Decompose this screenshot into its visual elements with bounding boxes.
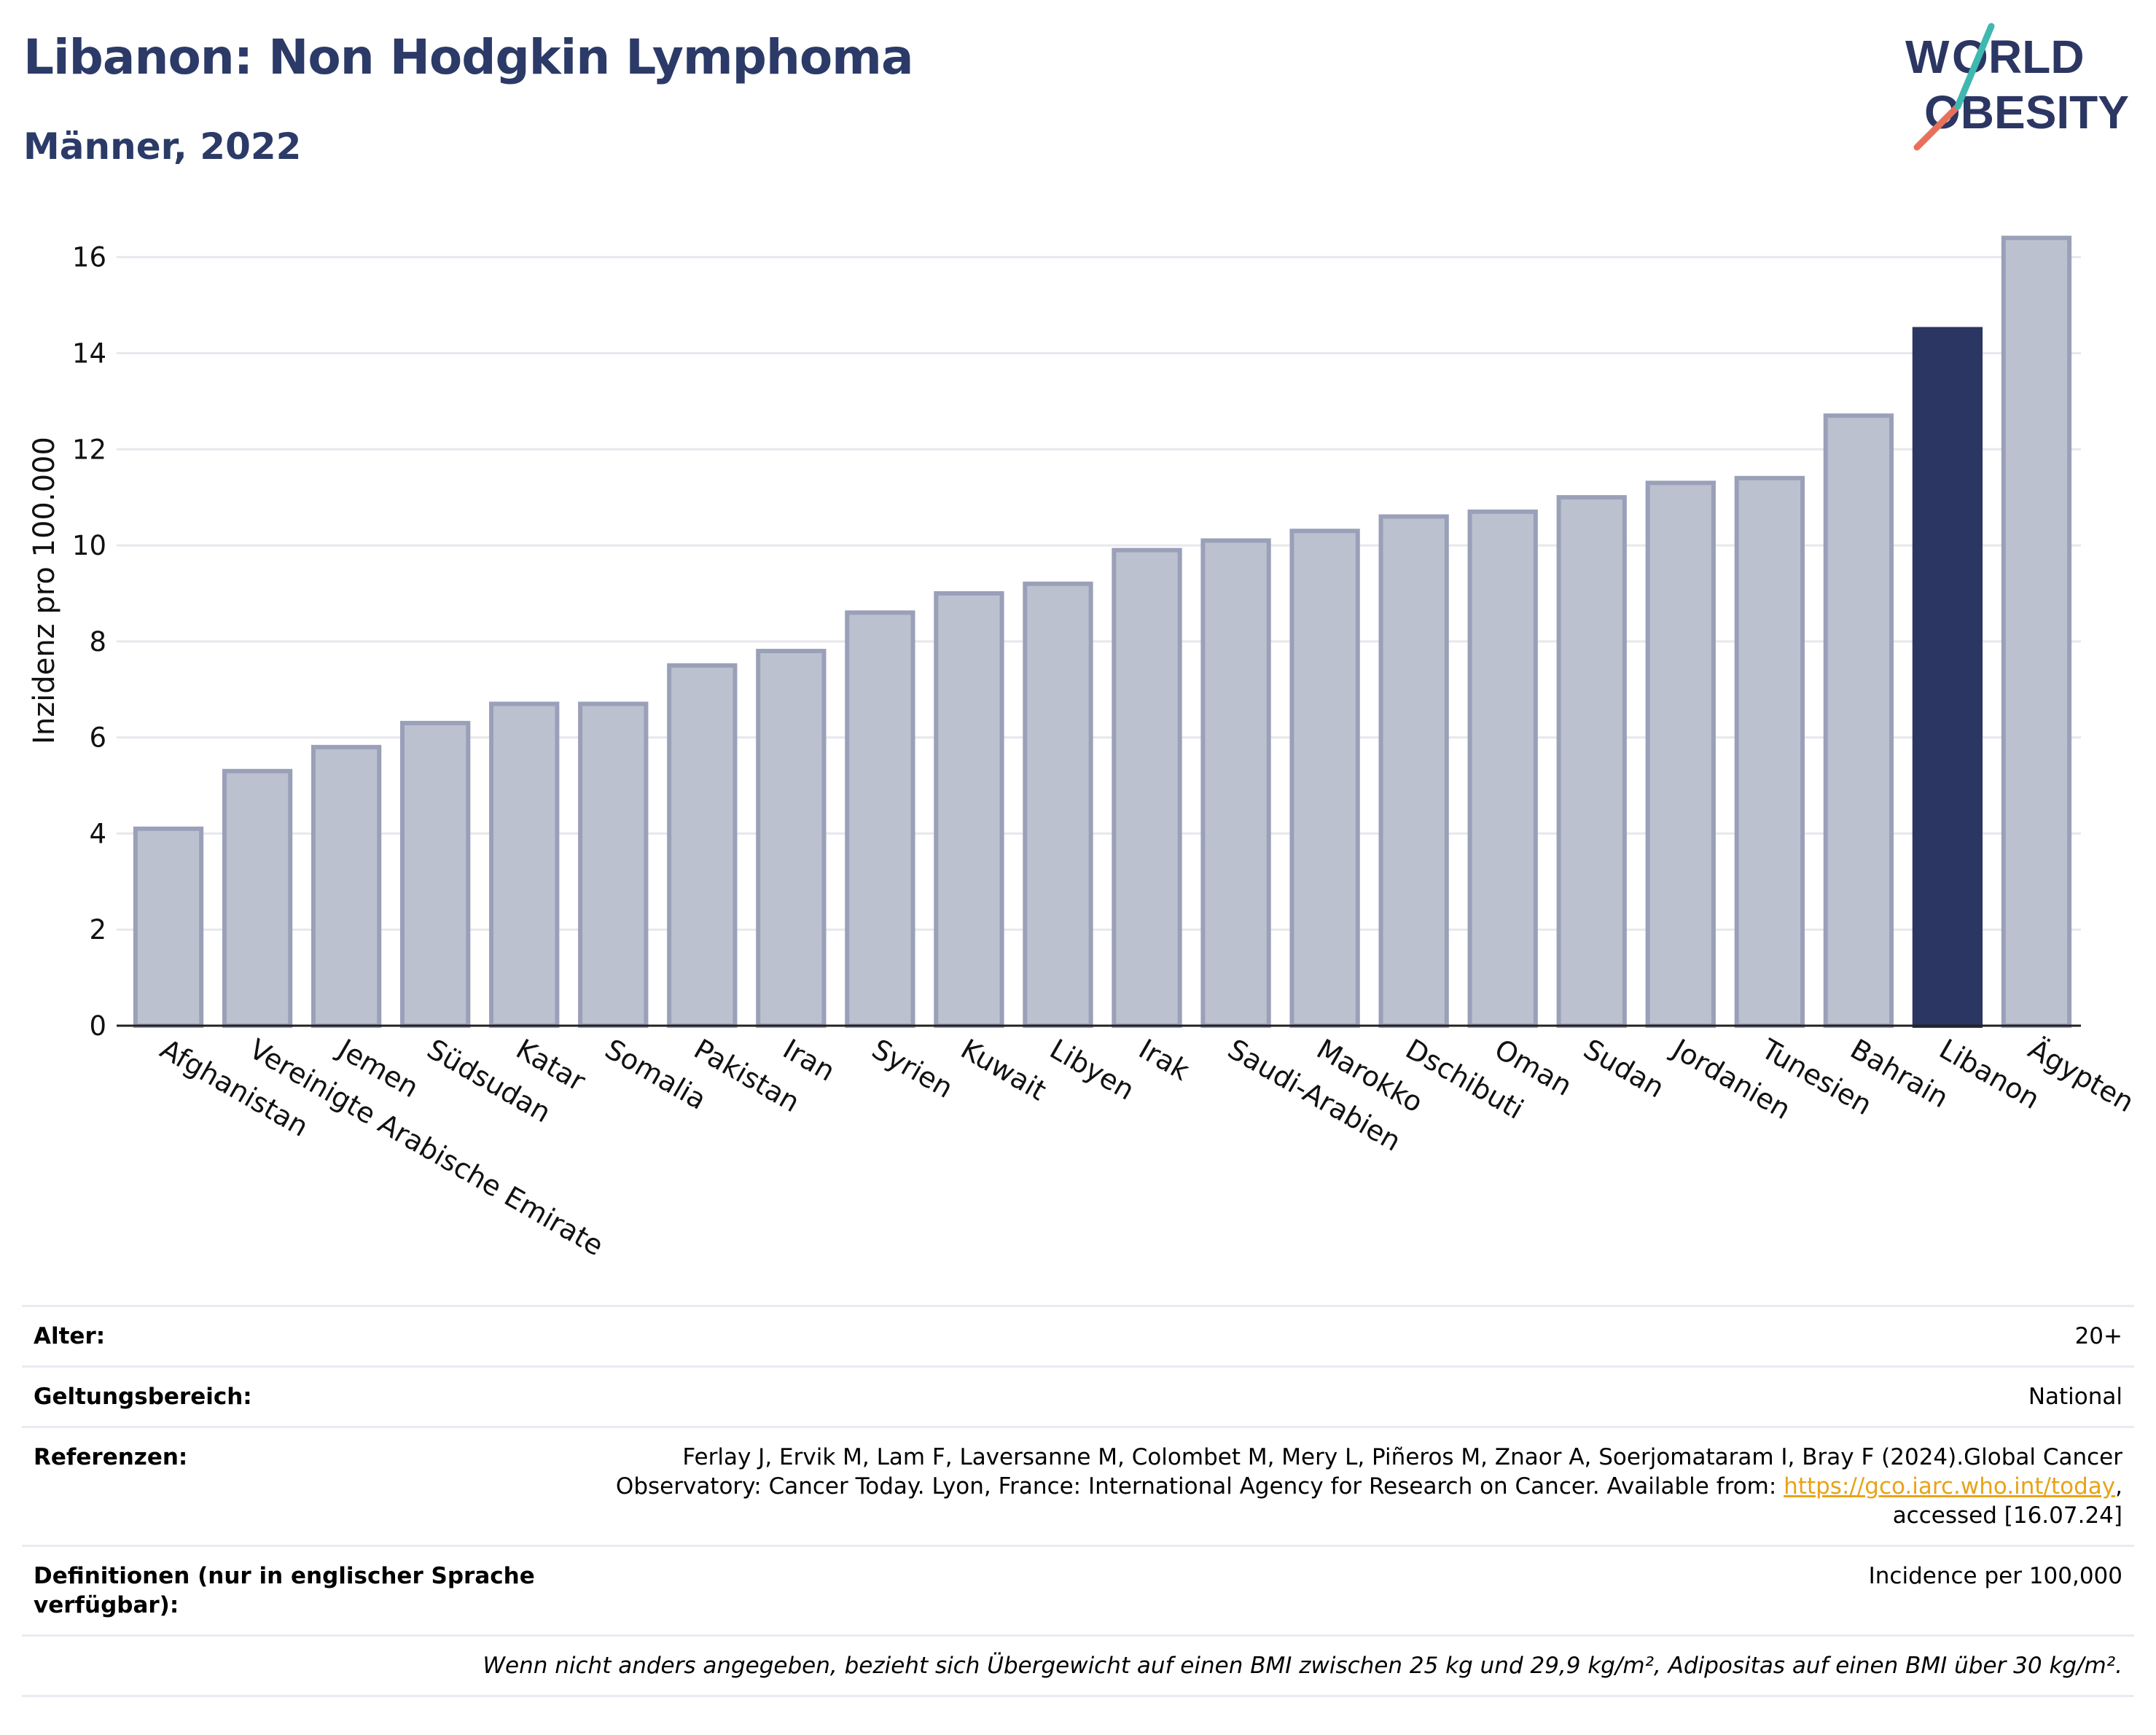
info-row-note: Wenn nicht anders angegeben, bezieht sic…: [22, 1634, 2134, 1697]
definitions-value: Incidence per 100,000: [1868, 1563, 2122, 1589]
references-text: Ferlay J, Ervik M, Lam F, Laversanne M, …: [615, 1444, 2122, 1500]
references-link[interactable]: https://gco.iarc.who.int/today: [1784, 1473, 2116, 1500]
bar-syrien[interactable]: [845, 610, 915, 1028]
bar-bahrain[interactable]: [1823, 413, 1894, 1028]
info-row-age: Alter: 20+: [22, 1305, 2134, 1365]
y-tick-label: 0: [89, 1010, 106, 1042]
info-row-references: Referenzen: Ferlay J, Ervik M, Lam F, La…: [22, 1426, 2134, 1545]
bar-pakistan[interactable]: [667, 663, 738, 1029]
bar-jordanien[interactable]: [1645, 480, 1716, 1028]
x-tick-label: Syrien: [867, 1033, 958, 1104]
x-tick-label: Irak: [1133, 1033, 1195, 1087]
bar-oman[interactable]: [1467, 509, 1538, 1028]
x-tick-label: Somalia: [600, 1033, 712, 1116]
bar-libanon[interactable]: [1912, 327, 1983, 1028]
bar-sudan[interactable]: [1556, 495, 1627, 1028]
y-tick-label: 2: [89, 914, 106, 946]
x-tick-label: Iran: [778, 1033, 840, 1088]
info-row-scope: Geltungsbereich: National: [22, 1365, 2134, 1426]
y-tick-label: 10: [72, 530, 106, 561]
y-tick-label: 8: [89, 626, 106, 658]
x-tick-label: Kuwait: [956, 1033, 1052, 1107]
scope-label: Geltungsbereich:: [34, 1384, 252, 1410]
y-tick-label: 4: [89, 818, 106, 849]
info-row-definitions: Definitionen (nur in englischer Sprache …: [22, 1545, 2134, 1634]
age-label: Alter:: [34, 1323, 106, 1349]
bar-iran[interactable]: [756, 649, 827, 1028]
svg-text:W: W: [1905, 31, 1950, 83]
footnote: Wenn nicht anders angegeben, bezieht sic…: [483, 1653, 2122, 1679]
y-axis-label: Inzidenz pro 100.000: [28, 437, 61, 744]
info-table: Alter: 20+ Geltungsbereich: National Ref…: [22, 1305, 2134, 1697]
page-title: Libanon: Non Hodgkin Lymphoma: [23, 29, 913, 85]
age-value: 20+: [2074, 1323, 2122, 1349]
bar-somalia[interactable]: [578, 701, 649, 1029]
references-value: Ferlay J, Ervik M, Lam F, Laversanne M, …: [555, 1428, 2134, 1545]
bar-marokko[interactable]: [1289, 529, 1360, 1028]
bar-jemen[interactable]: [310, 744, 382, 1028]
scope-value: National: [2028, 1384, 2122, 1410]
x-tick-label: Ägypten: [2023, 1033, 2139, 1119]
y-tick-label: 6: [89, 722, 106, 754]
page-subtitle: Männer, 2022: [23, 125, 302, 168]
bar-libyen[interactable]: [1023, 581, 1093, 1028]
bar-tunesien[interactable]: [1734, 475, 1805, 1028]
bar-vereinigte-arabische-emirate[interactable]: [222, 768, 293, 1028]
svg-text:RLD: RLD: [1988, 31, 2085, 83]
svg-text:OBESITY: OBESITY: [1924, 86, 2129, 139]
references-accessed: , accessed [16.07.24]: [1892, 1473, 2122, 1529]
bar-südsudan[interactable]: [400, 720, 471, 1028]
y-tick-label: 14: [72, 338, 106, 370]
y-tick-label: 16: [72, 242, 106, 273]
bars: [133, 235, 2072, 1029]
bar-kuwait[interactable]: [934, 590, 1004, 1028]
x-tick-label: Libanon: [1934, 1033, 2044, 1115]
references-label: Referenzen:: [34, 1444, 188, 1470]
definitions-label: Definitionen (nur in englischer Sprache …: [34, 1563, 535, 1618]
x-tick-label: Libyen: [1044, 1033, 1140, 1107]
bar-irak[interactable]: [1112, 547, 1182, 1028]
bar-afghanistan[interactable]: [133, 826, 204, 1028]
world-obesity-logo: W O RLD OBESITY: [1905, 23, 2129, 151]
bar-dschibuti[interactable]: [1378, 514, 1449, 1028]
x-tick-label: Sudan: [1578, 1033, 1670, 1104]
bar-ägypten[interactable]: [2001, 235, 2072, 1028]
bar-saudi-arabien[interactable]: [1200, 538, 1271, 1028]
bar-katar[interactable]: [489, 701, 560, 1029]
y-tick-label: 12: [72, 434, 106, 465]
